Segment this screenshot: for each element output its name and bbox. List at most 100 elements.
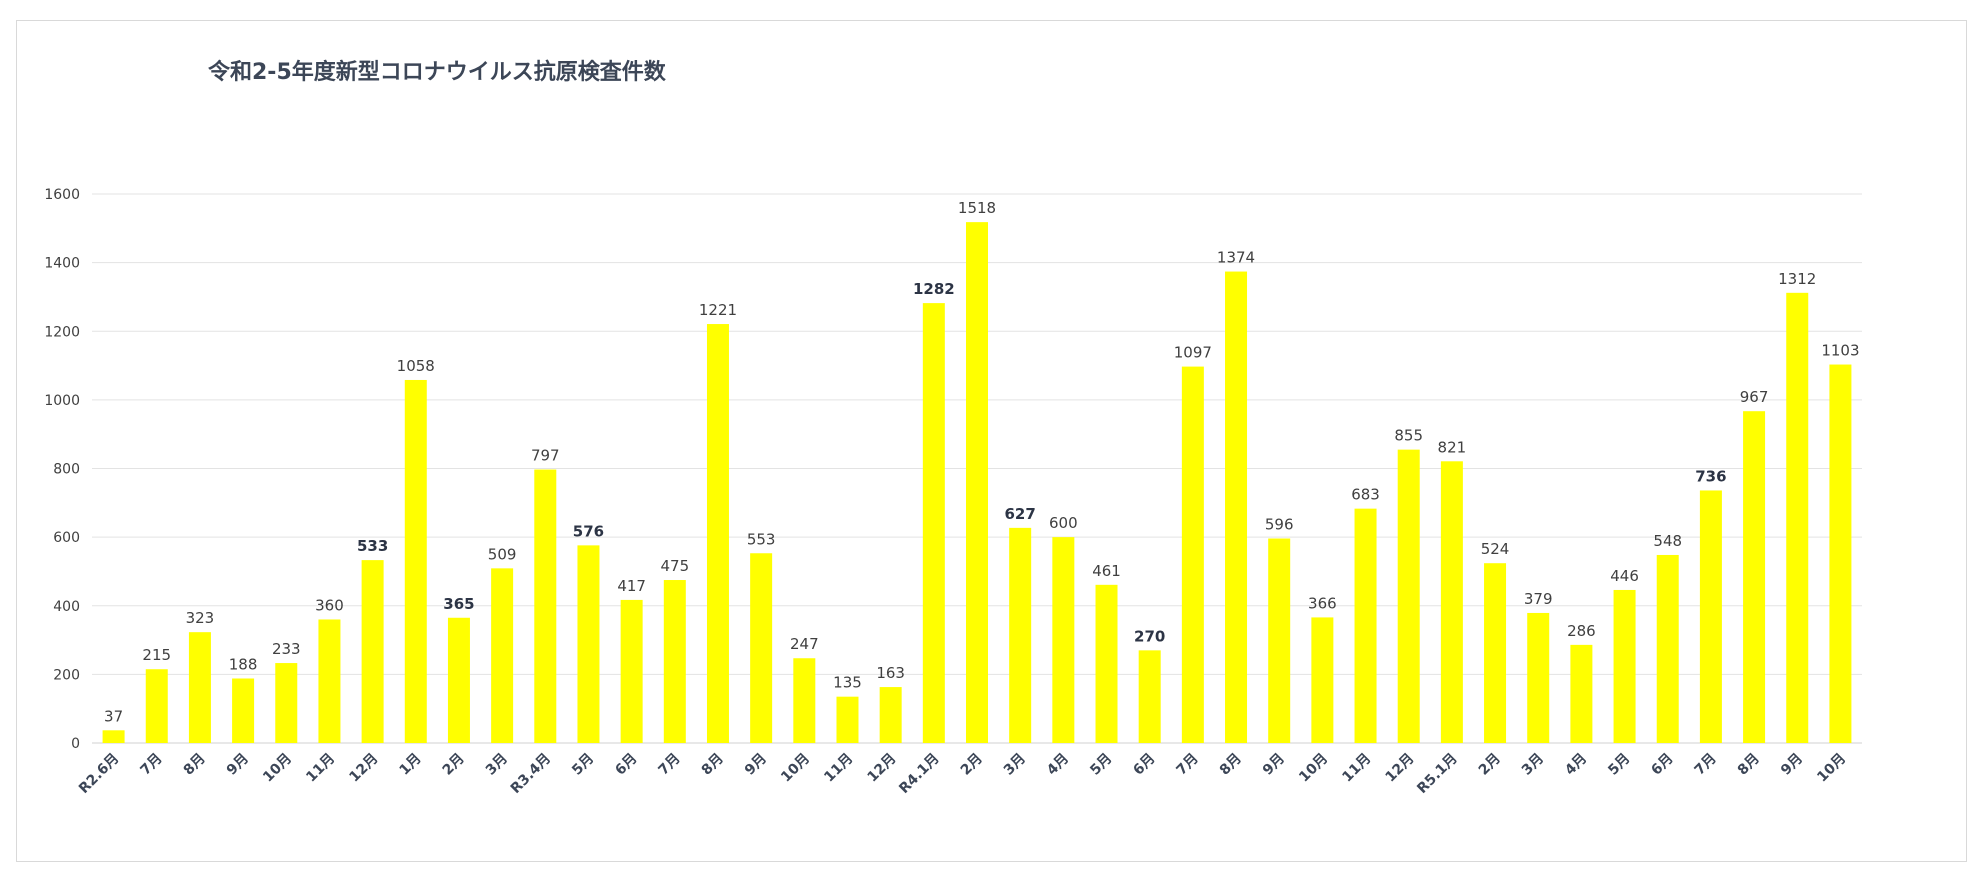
x-tick-label: 9月 (1260, 751, 1288, 779)
data-label: 247 (790, 635, 819, 653)
bar (1829, 364, 1852, 743)
y-tick-label: 200 (53, 667, 80, 683)
data-label: 1518 (958, 199, 996, 217)
x-tick-label: 12月 (346, 751, 381, 786)
x-tick-label: 5月 (569, 751, 597, 779)
bar (1268, 538, 1291, 743)
data-label: 509 (488, 545, 517, 563)
chart-frame (16, 20, 1967, 862)
data-label: 215 (142, 646, 171, 664)
data-label: 1374 (1217, 249, 1255, 267)
bar (620, 599, 643, 743)
data-label: 855 (1394, 427, 1423, 445)
x-tick-label: 12月 (1383, 751, 1418, 786)
bar (1009, 527, 1032, 743)
data-label: 576 (573, 522, 604, 540)
x-tick-label: 3月 (483, 751, 511, 779)
y-tick-label: 0 (71, 736, 80, 752)
y-tick-label: 600 (53, 530, 80, 546)
bar (836, 696, 859, 743)
bar (1311, 617, 1334, 743)
bar (1225, 271, 1248, 743)
data-label: 366 (1308, 594, 1337, 612)
bar (232, 678, 255, 743)
x-tick-label: 10月 (1814, 751, 1849, 786)
x-tick-label: 2月 (1476, 751, 1504, 779)
bar (318, 619, 341, 743)
x-tick-label: 6月 (1648, 751, 1676, 779)
bar (275, 663, 298, 743)
bar (1570, 644, 1593, 743)
data-label: 524 (1481, 540, 1510, 558)
bar (188, 632, 211, 743)
data-label: 533 (357, 537, 388, 555)
x-tick-label: 8月 (1217, 751, 1245, 779)
x-tick-label: 7月 (656, 751, 684, 779)
data-label: 548 (1653, 532, 1682, 550)
bar (1613, 589, 1636, 743)
data-label: 1221 (699, 301, 737, 319)
bar (966, 222, 988, 744)
x-tick-label: 11月 (1339, 751, 1374, 786)
x-tick-label: 8月 (699, 751, 727, 779)
data-label: 1103 (1821, 342, 1859, 360)
x-tick-label: 10月 (260, 751, 295, 786)
bar (534, 469, 557, 743)
x-tick-label: 7月 (1692, 751, 1720, 779)
bar (491, 568, 514, 743)
x-tick-label: 8月 (1735, 751, 1763, 779)
bar (1440, 461, 1463, 743)
data-label: 967 (1740, 388, 1769, 406)
data-label: 188 (229, 655, 258, 673)
y-tick-label: 400 (53, 599, 80, 615)
bar (793, 658, 816, 743)
x-tick-label: 12月 (864, 751, 899, 786)
x-tick-label: 11月 (303, 751, 338, 786)
bar (922, 303, 945, 743)
data-label: 475 (660, 557, 689, 575)
data-label: 323 (186, 609, 215, 627)
data-label: 360 (315, 596, 344, 614)
bar (1052, 537, 1075, 743)
x-tick-label: 11月 (821, 751, 856, 786)
x-tick-label: 10月 (1296, 751, 1331, 786)
y-tick-label: 1600 (44, 187, 80, 203)
bar (1527, 612, 1550, 743)
data-label: 1097 (1174, 344, 1212, 362)
y-tick-label: 1400 (44, 256, 80, 272)
bar (1484, 563, 1507, 743)
data-label: 461 (1092, 562, 1121, 580)
x-tick-label: 9月 (224, 751, 252, 779)
y-tick-label: 1000 (44, 393, 80, 409)
data-label: 163 (876, 664, 905, 682)
data-label: 1312 (1778, 270, 1816, 288)
y-tick-label: 1200 (44, 324, 80, 340)
x-tick-label: 9月 (742, 751, 770, 779)
data-label: 446 (1610, 567, 1639, 585)
data-label: 600 (1049, 514, 1078, 532)
data-label: 821 (1438, 438, 1467, 456)
x-tick-label: 6月 (612, 751, 640, 779)
data-label: 797 (531, 447, 560, 465)
bar (706, 324, 729, 743)
bar (577, 545, 600, 743)
bar (750, 553, 773, 743)
bar (1656, 554, 1679, 743)
chart-title: 令和2-5年度新型コロナウイルス抗原検査件数 (208, 60, 666, 85)
data-label: 553 (747, 530, 776, 548)
x-tick-label: 10月 (778, 751, 813, 786)
x-tick-label: 8月 (181, 751, 209, 779)
x-tick-label: 2月 (958, 751, 986, 779)
x-tick-label: 5月 (1605, 751, 1633, 779)
bar (102, 730, 125, 743)
data-label: 365 (443, 595, 474, 613)
data-label: 37 (104, 707, 123, 725)
x-tick-label: 1月 (397, 751, 425, 779)
bar (1786, 292, 1809, 743)
bar (361, 560, 384, 743)
data-label: 417 (617, 577, 646, 595)
bar (1181, 366, 1204, 743)
data-label: 1058 (397, 357, 435, 375)
x-tick-label: 9月 (1778, 751, 1806, 779)
x-tick-label: 7月 (1174, 751, 1202, 779)
